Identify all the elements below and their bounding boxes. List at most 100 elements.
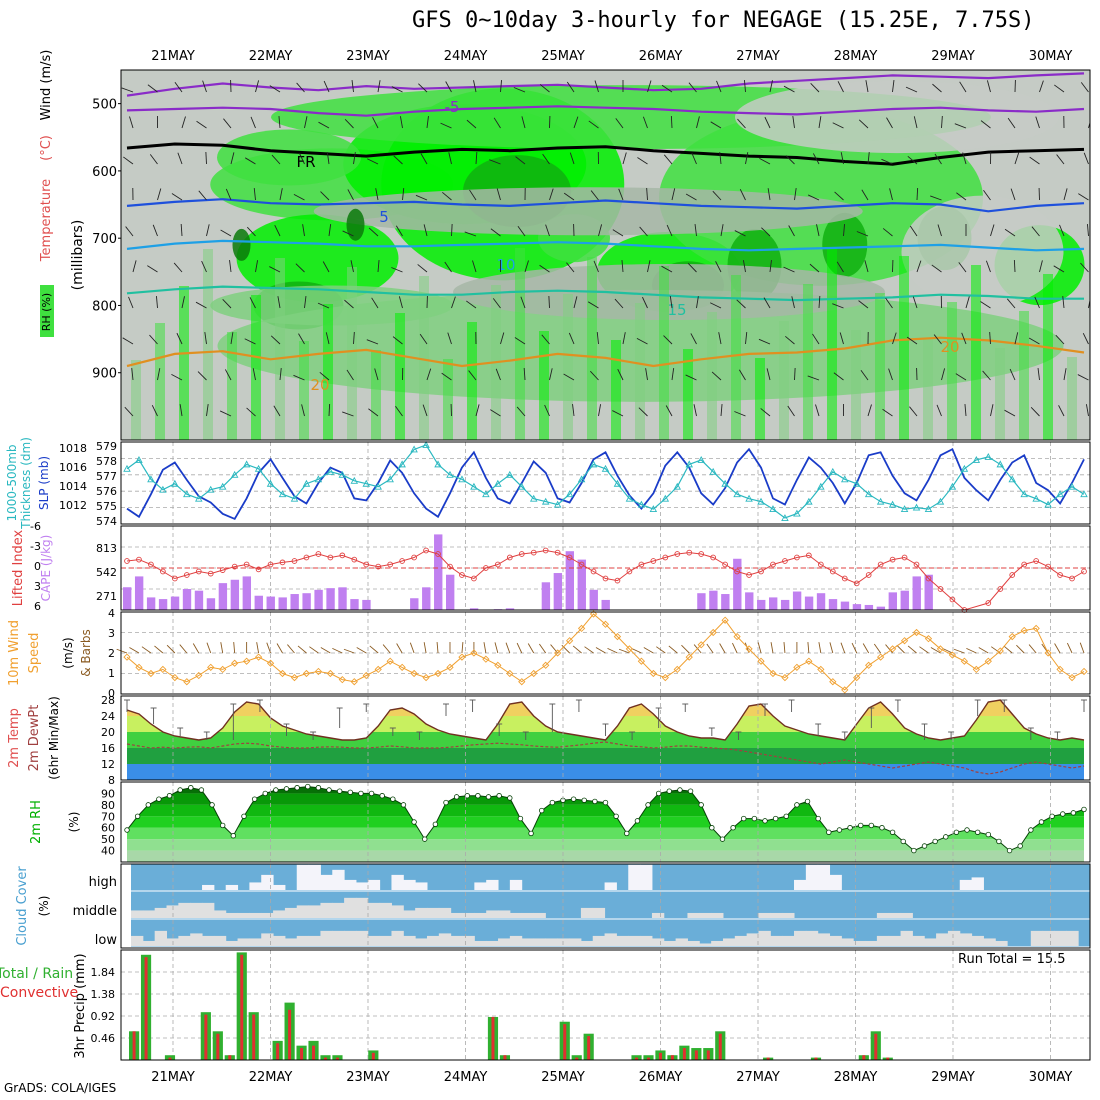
cloud-bar bbox=[415, 882, 428, 890]
surface-wind-barb bbox=[1003, 645, 1013, 654]
rh-marker bbox=[847, 825, 853, 831]
surface-wind-barb bbox=[643, 647, 654, 654]
rh-column bbox=[299, 341, 309, 440]
cloud-bar bbox=[332, 902, 345, 918]
thickness-marker bbox=[984, 452, 993, 460]
surface-wind-barb bbox=[382, 644, 391, 654]
wind-barb bbox=[1013, 259, 1016, 273]
cloud-bar bbox=[202, 884, 215, 890]
wind-barb bbox=[398, 296, 403, 309]
lifted-index-marker bbox=[530, 549, 537, 556]
surface-wind-barb bbox=[356, 647, 367, 654]
wind-barb bbox=[1088, 121, 1090, 129]
cloud-bar bbox=[699, 912, 712, 918]
cloud-bar bbox=[628, 935, 641, 946]
cape-bar bbox=[422, 587, 431, 610]
dewpoint-line bbox=[126, 741, 1085, 775]
surface-wind-barb bbox=[220, 642, 224, 654]
lifted-index-marker bbox=[267, 561, 274, 568]
wind-barb bbox=[794, 188, 797, 201]
rh-marker bbox=[1049, 813, 1055, 819]
wind-barb bbox=[229, 260, 232, 273]
rh-marker bbox=[772, 815, 779, 822]
wind-barb bbox=[716, 80, 722, 93]
rh-tick-label: 90 bbox=[101, 787, 115, 800]
cloud-bar bbox=[426, 907, 440, 918]
rh2m-axis-label: 2m RH bbox=[29, 800, 44, 844]
wind-speed-marker bbox=[936, 645, 945, 653]
wind-barb bbox=[542, 153, 550, 165]
rh-marker bbox=[464, 793, 470, 799]
cloud-bar bbox=[379, 902, 392, 918]
wind-barb bbox=[937, 224, 942, 237]
cape-bar bbox=[206, 598, 216, 610]
cloud-bar bbox=[983, 938, 996, 946]
wind-speed-marker bbox=[793, 663, 801, 671]
wind-barb bbox=[539, 264, 550, 273]
wind-speed-marker bbox=[195, 671, 203, 680]
dewpt2m-axis-label: 2m DewPt bbox=[27, 705, 42, 772]
wind-barb bbox=[1054, 84, 1065, 93]
wind-barb bbox=[764, 116, 771, 129]
precip-convective-bar bbox=[252, 1014, 256, 1060]
rh-marker bbox=[273, 787, 279, 793]
wind-barb bbox=[941, 115, 943, 129]
rh-column bbox=[779, 321, 789, 440]
wind-barb bbox=[594, 80, 599, 93]
wind-barb bbox=[523, 367, 526, 381]
cape-bar bbox=[266, 596, 275, 610]
wind-barb bbox=[718, 332, 722, 345]
rh-marker bbox=[443, 799, 449, 806]
thickness-marker bbox=[649, 505, 658, 513]
cloud-bar bbox=[888, 912, 902, 918]
rh-marker bbox=[496, 793, 502, 799]
wind-speed-marker bbox=[350, 678, 358, 686]
wind-barb bbox=[514, 337, 526, 345]
rh-marker bbox=[677, 787, 683, 793]
wind-barb bbox=[418, 83, 428, 93]
wind-barb bbox=[905, 86, 918, 93]
thickness-marker bbox=[697, 455, 705, 463]
thickness-marker bbox=[362, 479, 371, 487]
precip-convective-bar bbox=[694, 1050, 698, 1060]
wind-barb bbox=[129, 116, 134, 129]
cloud-bar bbox=[580, 907, 594, 918]
cloud-bar bbox=[509, 935, 523, 946]
cape-bar bbox=[218, 583, 228, 610]
isotherm-line bbox=[126, 105, 1085, 117]
thickness-marker bbox=[350, 476, 359, 484]
lifted-index-marker bbox=[817, 561, 824, 568]
cape-bar bbox=[362, 599, 371, 610]
wind-speed-marker bbox=[613, 632, 622, 641]
wind-barb bbox=[1009, 368, 1016, 381]
precip-convective-bar bbox=[814, 1057, 818, 1060]
wind-barb bbox=[1004, 409, 1016, 417]
contour-label: 15 bbox=[667, 301, 686, 319]
slp-frame bbox=[120, 441, 1091, 525]
wind-barb bbox=[541, 334, 550, 345]
rh-column bbox=[539, 331, 549, 440]
surface-wind-barb bbox=[953, 648, 965, 654]
run-total-label: Run Total = 15.5 bbox=[958, 952, 1066, 967]
thickness-marker bbox=[218, 482, 227, 490]
surface-wind-barb bbox=[276, 643, 283, 654]
wind-barb bbox=[1083, 152, 1089, 165]
cape-bar bbox=[158, 599, 168, 610]
wind-barb bbox=[250, 116, 256, 129]
thickness-marker bbox=[410, 445, 418, 453]
thickness-marker bbox=[936, 497, 945, 505]
wind-speed-line bbox=[126, 613, 1085, 691]
wind-barb bbox=[517, 226, 526, 237]
contour-label: FR bbox=[296, 153, 315, 171]
wind-speed-marker bbox=[996, 647, 1004, 655]
wind-barb bbox=[174, 82, 183, 93]
wind-barb bbox=[350, 260, 354, 273]
wind-barb bbox=[500, 332, 505, 345]
wind-barb bbox=[271, 154, 281, 165]
wind-barb bbox=[621, 260, 624, 273]
cloud-bar bbox=[403, 910, 416, 918]
wind-barb bbox=[685, 374, 697, 381]
thickness-marker bbox=[266, 479, 275, 487]
rh-column bbox=[731, 275, 741, 440]
cloud-bar bbox=[805, 864, 819, 890]
